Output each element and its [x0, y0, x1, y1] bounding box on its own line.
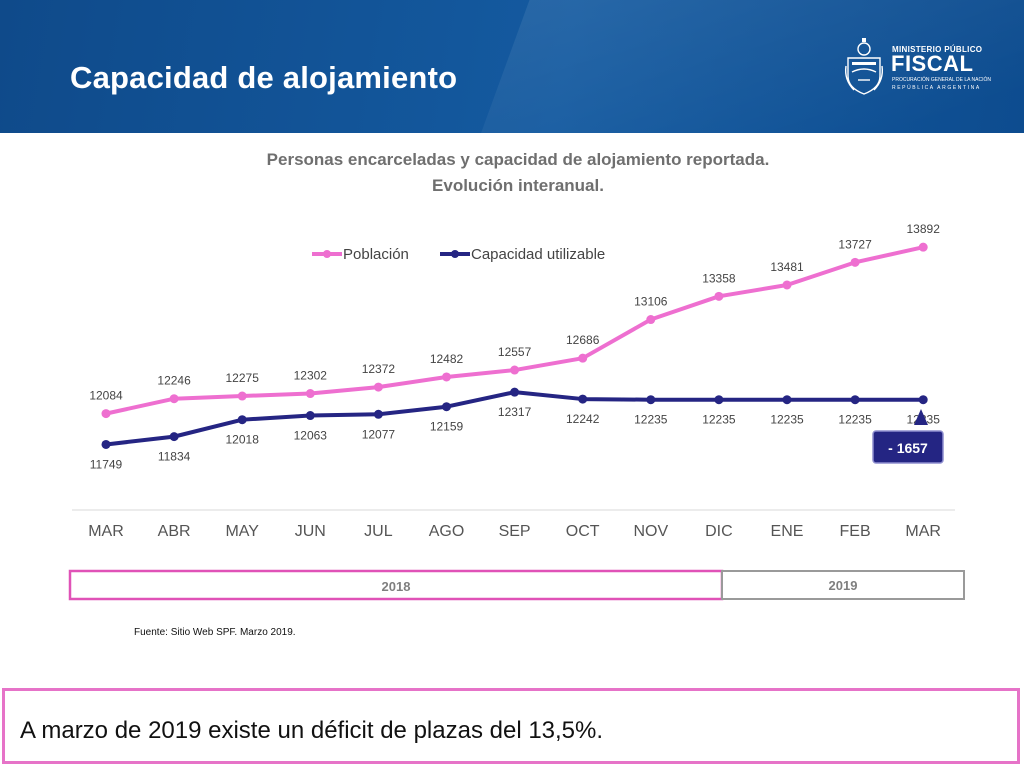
data-label-capacidad: 11749 — [90, 457, 123, 471]
logo-line-fiscal: FISCAL — [891, 51, 974, 76]
data-label-poblacion: 13358 — [702, 271, 736, 285]
point-capacidad — [850, 395, 860, 405]
data-label-capacidad: 12063 — [294, 429, 328, 443]
data-label-capacidad: 12235 — [770, 413, 804, 427]
x-tick-label: OCT — [566, 523, 600, 540]
data-label-capacidad: 12018 — [226, 433, 260, 447]
point-poblacion — [237, 391, 247, 401]
year-band-2019 — [721, 570, 965, 600]
point-capacidad — [918, 395, 928, 405]
legend-label-capacidad: Capacidad utilizable — [471, 246, 605, 263]
conclusion-box: A marzo de 2019 existe un déficit de pla… — [2, 688, 1020, 764]
year-band-2018 — [68, 569, 724, 601]
data-label-capacidad: 12242 — [566, 412, 600, 426]
data-label-capacidad: 12235 — [838, 413, 872, 427]
point-capacidad — [305, 411, 315, 421]
x-tick-label: JUL — [364, 523, 393, 540]
series-capacidad — [101, 387, 928, 449]
x-tick-label: ABR — [158, 523, 191, 540]
data-label-poblacion: 13106 — [634, 295, 668, 309]
point-poblacion — [373, 382, 383, 392]
year-label-2018: 2018 — [382, 579, 411, 594]
x-tick-label: DIC — [705, 523, 733, 540]
deficit-callout-value: - 1657 — [888, 440, 928, 456]
data-label-poblacion: 12557 — [498, 345, 532, 359]
point-capacidad — [101, 439, 111, 449]
point-poblacion — [850, 257, 860, 267]
data-label-poblacion: 12302 — [294, 369, 328, 383]
year-bands: 2018 2019 — [68, 569, 965, 601]
logo-line-procuracion: PROCURACIÓN GENERAL DE LA NACIÓN — [892, 77, 992, 83]
logo-line-ministerio: MINISTERIO PÚBLICO — [892, 45, 983, 54]
value-labels: 12084 12246 12275 12302 12372 12482 12557 12686… — [89, 222, 940, 471]
point-poblacion — [169, 394, 179, 404]
x-axis-ticks: MAR ABR MAY JUN JUL AGO SEP OCT NOV DIC ENE FEB MAR — [88, 523, 941, 540]
x-tick-label: ENE — [771, 523, 804, 540]
data-label-capacidad: 12235 — [702, 413, 736, 427]
page-title: Capacidad de alojamiento — [70, 60, 458, 95]
x-tick-label: SEP — [499, 523, 531, 540]
x-tick-label: MAR — [88, 523, 124, 540]
point-poblacion — [510, 365, 520, 375]
deficit-callout: - 1657 — [872, 409, 944, 464]
point-poblacion — [918, 242, 928, 252]
data-label-capacidad: 12159 — [430, 420, 464, 434]
legend-marker-capacidad — [451, 250, 459, 258]
data-label-poblacion: 12084 — [89, 389, 123, 403]
point-poblacion — [714, 291, 724, 301]
data-label-poblacion: 12372 — [362, 362, 396, 376]
legend-marker-poblacion — [323, 250, 331, 258]
data-label-poblacion: 12482 — [430, 352, 464, 366]
point-capacidad — [578, 394, 588, 404]
point-capacidad — [442, 402, 451, 412]
logo-line-republica: REPÚBLICA ARGENTINA — [892, 85, 981, 91]
deficit-callout-pointer — [914, 409, 928, 425]
data-label-poblacion: 12246 — [157, 374, 191, 388]
series-poblacion — [101, 242, 928, 419]
point-capacidad — [237, 415, 247, 425]
line-chart: Personas encarceladas y capacidad de alo… — [68, 150, 965, 601]
x-tick-label: FEB — [840, 523, 871, 540]
data-label-poblacion: 12686 — [566, 333, 600, 347]
header-banner: Capacidad de alojamiento MINISTERIO PÚBL… — [0, 0, 1024, 133]
chart-title: Personas encarceladas y capacidad de alo… — [267, 150, 770, 169]
chart-subtitle: Evolución interanual. — [432, 176, 604, 195]
point-capacidad — [714, 395, 724, 405]
x-tick-label: MAY — [225, 523, 259, 540]
coat-of-arms-icon — [844, 38, 884, 95]
data-label-capacidad: 12317 — [498, 405, 532, 419]
data-label-poblacion: 12275 — [226, 371, 260, 385]
data-label-poblacion: 13727 — [838, 237, 872, 251]
source-note: Fuente: Sitio Web SPF. Marzo 2019. — [134, 627, 296, 638]
data-label-capacidad: 12235 — [634, 413, 668, 427]
point-capacidad — [169, 432, 179, 442]
point-poblacion — [442, 372, 451, 382]
x-tick-label: MAR — [905, 523, 941, 540]
data-label-capacidad: 11834 — [158, 450, 191, 464]
point-capacidad — [782, 395, 792, 405]
point-poblacion — [101, 409, 111, 419]
year-label-2019: 2019 — [829, 578, 858, 593]
x-tick-label: AGO — [429, 523, 465, 540]
point-poblacion — [782, 280, 792, 290]
data-label-poblacion: 13892 — [907, 222, 941, 236]
point-capacidad — [510, 387, 520, 397]
x-tick-label: JUN — [295, 523, 326, 540]
deficit-callout-box — [872, 430, 944, 464]
point-poblacion — [646, 315, 656, 325]
x-tick-label: NOV — [633, 523, 668, 540]
legend: Población Capacidad utilizable — [312, 246, 605, 263]
ministerio-publico-fiscal-logo: MINISTERIO PÚBLICO FISCAL PROCURACIÓN GE… — [842, 36, 992, 98]
point-poblacion — [305, 389, 315, 399]
legend-label-poblacion: Población — [343, 246, 409, 263]
point-capacidad — [373, 409, 383, 419]
point-capacidad — [646, 395, 656, 405]
point-poblacion — [578, 353, 588, 363]
data-label-capacidad: 12077 — [362, 427, 396, 441]
conclusion-text: A marzo de 2019 existe un déficit de pla… — [20, 717, 604, 744]
data-label-poblacion: 13481 — [770, 260, 804, 274]
